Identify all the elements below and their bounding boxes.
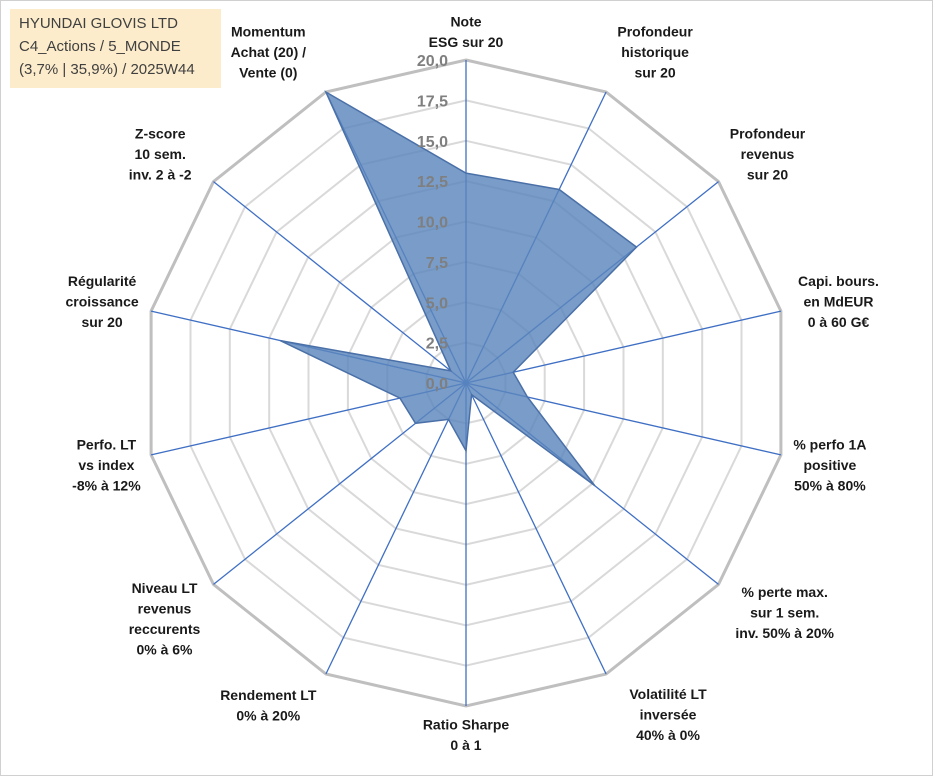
category-label: Profondeur revenus sur 20: [730, 126, 806, 183]
category-label-line: revenus: [138, 601, 192, 617]
category-label-line: en MdEUR: [804, 293, 874, 309]
category-label-line: reccurents: [129, 621, 201, 637]
tick-label: 10,0: [417, 215, 448, 232]
tick-label: 7,5: [426, 255, 448, 272]
category-label: Rendement LT 0% à 20%: [220, 687, 317, 724]
category-label-line: Momentum: [231, 23, 306, 39]
category-label-line: Volatilité LT: [629, 686, 707, 702]
category-label-line: inversée: [640, 707, 697, 723]
category-label-line: Perfo. LT: [77, 437, 137, 453]
title-box: HYUNDAI GLOVIS LTD C4_Actions / 5_MONDE …: [10, 9, 221, 88]
tick-label: 5,0: [426, 295, 448, 312]
category-label-line: vs index: [78, 457, 134, 473]
category-label: Volatilité LT inversée 40% à 0%: [629, 686, 707, 743]
category-label: Capi. bours. en MdEUR 0 à 60 G€: [798, 273, 879, 330]
category-label: % perfo 1A positive 50% à 80%: [793, 437, 866, 494]
radar-series: [279, 90, 638, 487]
category-label: % perte max. sur 1 sem. inv. 50% à 20%: [735, 584, 834, 641]
category-label-line: 10 sem.: [135, 146, 186, 162]
category-label: Z-score 10 sem. inv. 2 à -2: [129, 126, 192, 183]
category-label-line: 0% à 20%: [236, 708, 300, 724]
category-label-line: 0% à 6%: [136, 642, 193, 658]
category-label: Niveau LT revenus reccurents 0% à 6%: [129, 580, 201, 658]
category-label-line: Profondeur: [617, 23, 693, 39]
tick-label: 20,0: [417, 53, 448, 70]
category-label-line: Niveau LT: [132, 580, 198, 596]
category-label: Note ESG sur 20: [429, 14, 504, 51]
category-label-line: 50% à 80%: [794, 478, 866, 494]
axis-line: [465, 310, 782, 384]
axis-line: [465, 382, 607, 675]
axis-line: [325, 382, 467, 675]
category-label-line: revenus: [741, 146, 795, 162]
category-label-line: Z-score: [135, 126, 186, 142]
category-label-line: ESG sur 20: [429, 34, 504, 50]
category-label-line: Note: [450, 14, 481, 30]
title-stats: (3,7% | 35,9%) / 2025W44: [19, 61, 195, 78]
category-label-line: % perte max.: [742, 584, 828, 600]
category-label: Régularité croissance sur 20: [66, 273, 139, 330]
radar-category-labels: Note ESG sur 20 Profondeur historique sur 20…: [66, 14, 879, 754]
category-label-line: -8% à 12%: [72, 478, 141, 494]
category-label-line: inv. 2 à -2: [129, 167, 192, 183]
radar-tick-labels: 0,0 2,5 5,0 7,5 10,0 12,5 15,0 17,5 20,0: [417, 53, 448, 393]
category-label-line: sur 1 sem.: [750, 605, 819, 621]
category-label-line: Capi. bours.: [798, 273, 879, 289]
tick-label: 0,0: [426, 376, 448, 393]
category-label-line: Ratio Sharpe: [423, 717, 510, 733]
category-label-line: Régularité: [68, 273, 137, 289]
category-label-line: % perfo 1A: [793, 437, 866, 453]
category-label-line: sur 20: [747, 167, 788, 183]
category-label: Profondeur historique sur 20: [617, 23, 693, 80]
tick-label: 12,5: [417, 174, 448, 191]
tick-label: 2,5: [426, 336, 448, 353]
category-label-line: 0 à 1: [450, 737, 481, 753]
category-label-line: inv. 50% à 20%: [735, 625, 834, 641]
title-category: C4_Actions / 5_MONDE: [19, 38, 181, 55]
category-label: Momentum Achat (20) / Vente (0): [231, 23, 307, 80]
category-label-line: historique: [621, 44, 689, 60]
category-label-line: 0 à 60 G€: [808, 314, 870, 330]
category-label-line: Profondeur: [730, 126, 806, 142]
category-label-line: sur 20: [634, 64, 675, 80]
category-label-line: 40% à 0%: [636, 727, 700, 743]
category-label-line: Rendement LT: [220, 687, 317, 703]
axis-line: [213, 181, 467, 384]
category-label-line: Achat (20) /: [231, 44, 307, 60]
category-label: Perfo. LT vs index -8% à 12%: [72, 437, 141, 494]
tick-label: 15,0: [417, 134, 448, 151]
title-company: HYUNDAI GLOVIS LTD: [19, 15, 178, 32]
category-label-line: positive: [803, 457, 856, 473]
category-label-line: croissance: [66, 293, 139, 309]
tick-label: 17,5: [417, 93, 448, 110]
category-label: Ratio Sharpe 0 à 1: [423, 717, 510, 754]
series-area: [279, 90, 638, 487]
category-label-line: Vente (0): [239, 64, 297, 80]
category-label-line: sur 20: [81, 314, 122, 330]
